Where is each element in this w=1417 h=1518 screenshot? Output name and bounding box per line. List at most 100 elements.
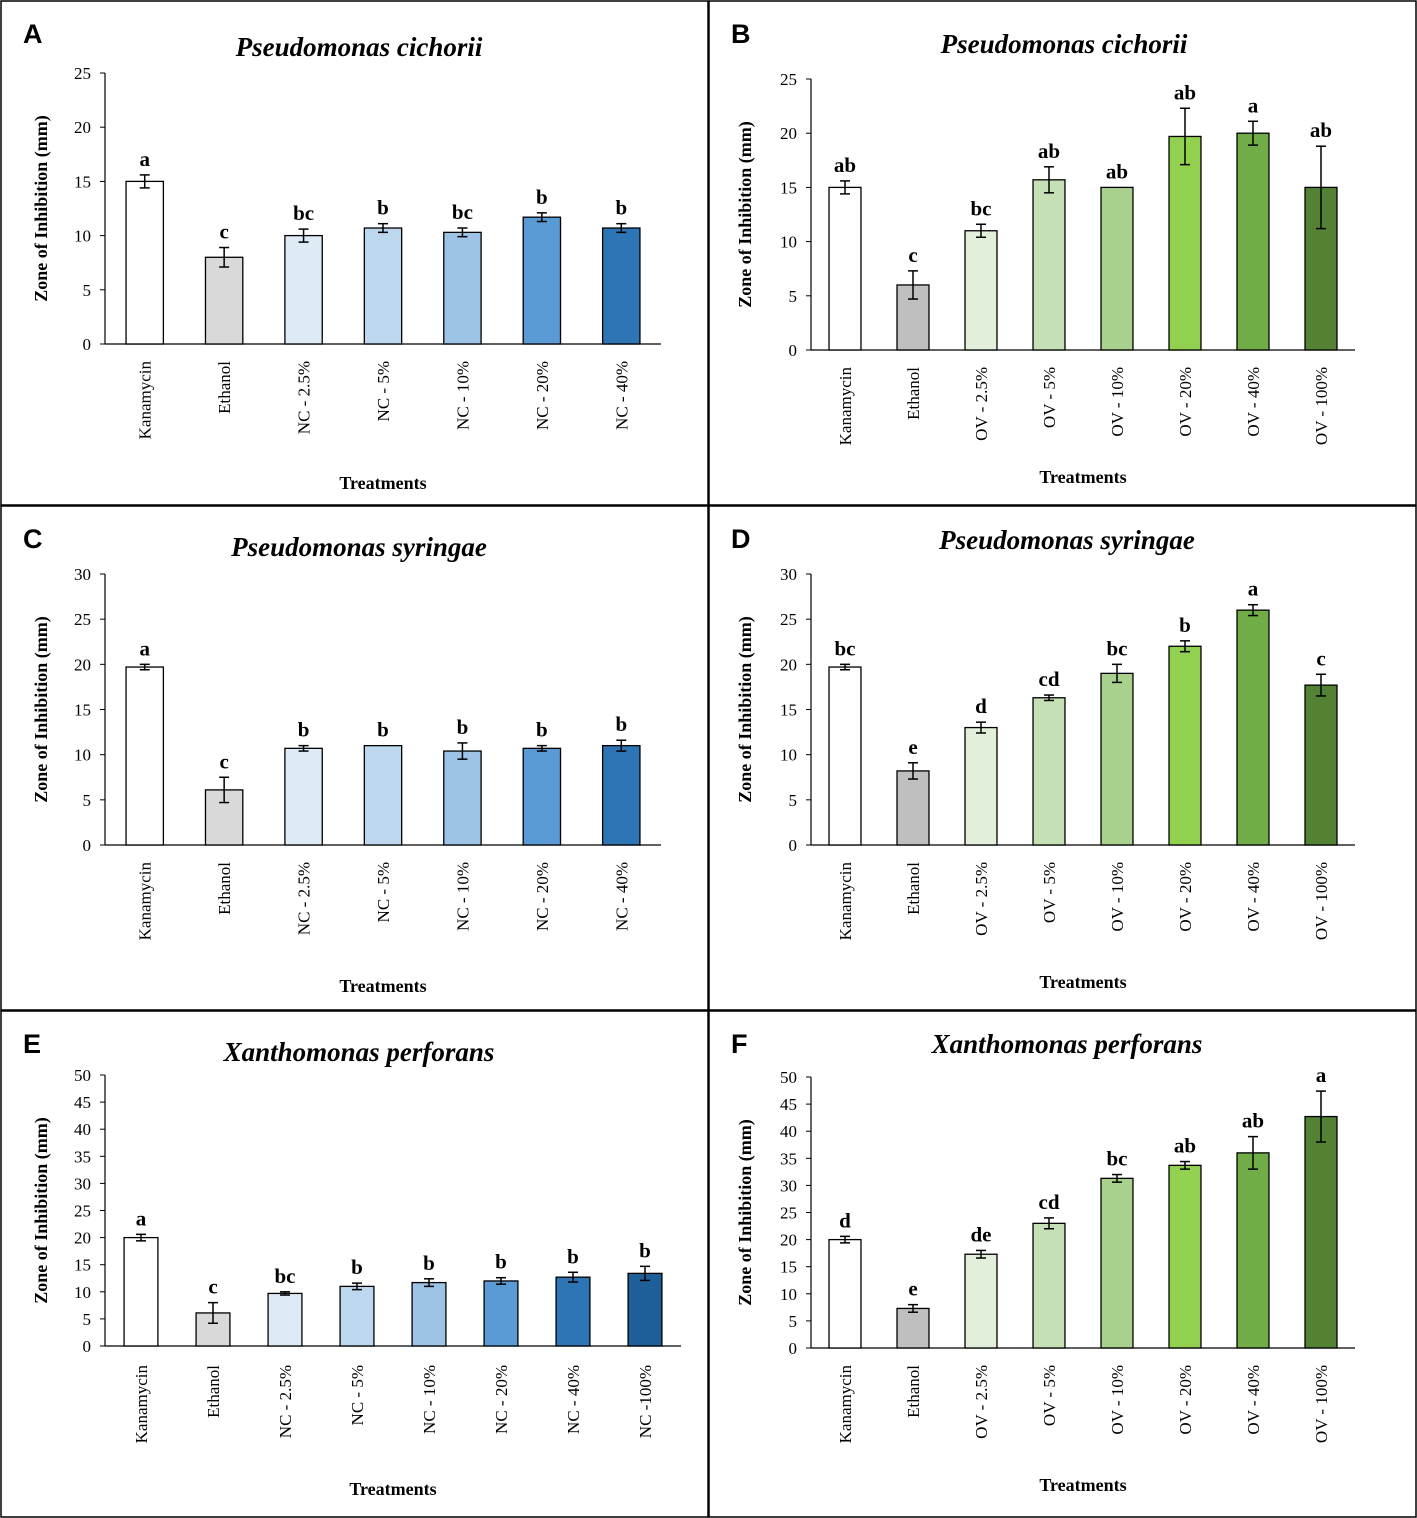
panel-b-x-axis-title: Treatments xyxy=(1039,467,1126,487)
y-tick-label: 15 xyxy=(74,701,91,720)
y-tick-label: 40 xyxy=(74,1120,91,1139)
category-label: OV - 40% xyxy=(1244,1365,1263,1435)
bar xyxy=(1304,684,1338,846)
panel-d: D Pseudomonas syringae051015202530bcKanam… xyxy=(708,505,1417,1011)
y-tick-label: 30 xyxy=(74,565,91,584)
category-label: Kanamycin xyxy=(836,862,855,941)
y-tick-label: 0 xyxy=(789,1339,798,1358)
y-tick-label: 15 xyxy=(780,178,797,197)
panel-e-x-axis-title: Treatments xyxy=(349,1479,436,1499)
significance-label: c xyxy=(219,220,228,244)
category-label: OV - 2.5% xyxy=(972,1365,991,1439)
bar xyxy=(483,1280,519,1347)
y-tick-label: 25 xyxy=(74,610,91,629)
bar xyxy=(1236,609,1270,846)
significance-label: ab xyxy=(1242,1109,1264,1133)
panel-e-y-axis-title: Zone of Inhibition (mm) xyxy=(31,1117,52,1304)
significance-label: cd xyxy=(1039,1190,1060,1214)
category-label: OV - 2.5% xyxy=(972,367,991,441)
category-label: NC - 5% xyxy=(374,862,393,922)
category-label: OV - 100% xyxy=(1312,1365,1331,1443)
bar xyxy=(204,256,244,345)
panel-b-letter: B xyxy=(731,19,751,49)
significance-label: de xyxy=(971,1222,992,1246)
y-tick-label: 50 xyxy=(74,1066,91,1085)
significance-label: b xyxy=(377,718,389,742)
significance-label: d xyxy=(839,1208,851,1232)
bar xyxy=(964,230,998,351)
y-tick-label: 5 xyxy=(789,1312,798,1331)
significance-label: b xyxy=(536,718,548,742)
y-tick-label: 5 xyxy=(83,281,92,300)
significance-label: b xyxy=(423,1251,435,1275)
category-label: Ethanol xyxy=(204,1365,223,1418)
significance-label: b xyxy=(536,185,548,209)
y-tick-label: 0 xyxy=(789,341,798,360)
bar xyxy=(1032,1222,1066,1349)
category-label: OV - 2.5% xyxy=(972,862,991,936)
panel-b-title: Pseudomonas cichorii xyxy=(940,29,1188,59)
significance-label: ab xyxy=(1310,118,1332,142)
bar xyxy=(443,750,482,846)
significance-label: b xyxy=(377,196,389,220)
bar xyxy=(828,666,862,846)
bar xyxy=(1236,1152,1270,1349)
significance-label: b xyxy=(639,1238,651,1262)
significance-label: a xyxy=(139,636,150,660)
y-tick-label: 15 xyxy=(780,1258,797,1277)
y-tick-label: 15 xyxy=(780,701,797,720)
y-tick-label: 35 xyxy=(780,1149,797,1168)
category-label: Ethanol xyxy=(215,862,234,915)
panel-b: B Pseudomonas cichorii 0 5 10 15 20 25 ab Kanamyc… xyxy=(708,0,1417,506)
y-tick-label: 25 xyxy=(74,1202,91,1221)
y-tick-label: 0 xyxy=(83,1337,92,1356)
significance-label: a xyxy=(1316,1063,1327,1087)
y-tick-label: 25 xyxy=(780,1204,797,1223)
significance-label: a xyxy=(136,1206,147,1230)
y-tick-label: 20 xyxy=(780,1231,797,1250)
bar xyxy=(1100,672,1134,846)
significance-label: c xyxy=(1316,646,1325,670)
bar xyxy=(1032,179,1066,351)
category-label: NC -100% xyxy=(636,1365,655,1438)
category-label: NC - 40% xyxy=(564,1365,583,1434)
bar xyxy=(443,231,482,345)
significance-label: b xyxy=(615,196,627,220)
y-tick-label: 15 xyxy=(74,172,91,191)
significance-label: b xyxy=(298,718,310,742)
panel-d-y-axis-title: Zone of Inhibition (mm) xyxy=(735,616,756,803)
panel-a: A Pseudomonas cichorii 0 5 10 15 20 25 a Kanamyci… xyxy=(0,0,709,506)
category-label: OV - 10% xyxy=(1108,862,1127,932)
y-tick-label: 10 xyxy=(74,1283,91,1302)
bar xyxy=(1304,1115,1338,1349)
significance-label: b xyxy=(495,1250,507,1274)
category-label: OV - 40% xyxy=(1244,862,1263,932)
bar xyxy=(1168,1164,1202,1349)
category-label: Ethanol xyxy=(904,1365,923,1418)
category-label: NC - 20% xyxy=(533,361,552,430)
bar xyxy=(339,1285,375,1347)
category-label: OV - 20% xyxy=(1176,862,1195,932)
significance-label: b xyxy=(457,715,469,739)
bar xyxy=(284,234,323,345)
panel-c-x-axis-title: Treatments xyxy=(339,976,426,996)
bar xyxy=(125,666,165,846)
panel-e: E Xanthomonas perforans 0 5 10 15 20 25 30 35 40 45… xyxy=(0,1010,709,1518)
significance-label: a xyxy=(1248,577,1259,601)
category-label: OV - 20% xyxy=(1176,367,1195,437)
significance-label: cd xyxy=(1039,667,1060,691)
significance-label: c xyxy=(219,749,228,773)
category-label: NC - 20% xyxy=(533,862,552,931)
category-label: Ethanol xyxy=(904,367,923,420)
y-tick-label: 30 xyxy=(780,565,797,584)
bar xyxy=(1100,1177,1134,1349)
bar xyxy=(411,1281,447,1347)
significance-label: bc xyxy=(452,200,473,224)
y-tick-label: 10 xyxy=(74,746,91,765)
bar xyxy=(896,1307,930,1349)
panel-d-title: Pseudomonas syringae xyxy=(938,525,1195,555)
y-tick-label: 10 xyxy=(780,1285,797,1304)
y-tick-label: 50 xyxy=(780,1068,797,1087)
y-tick-label: 5 xyxy=(789,287,798,306)
